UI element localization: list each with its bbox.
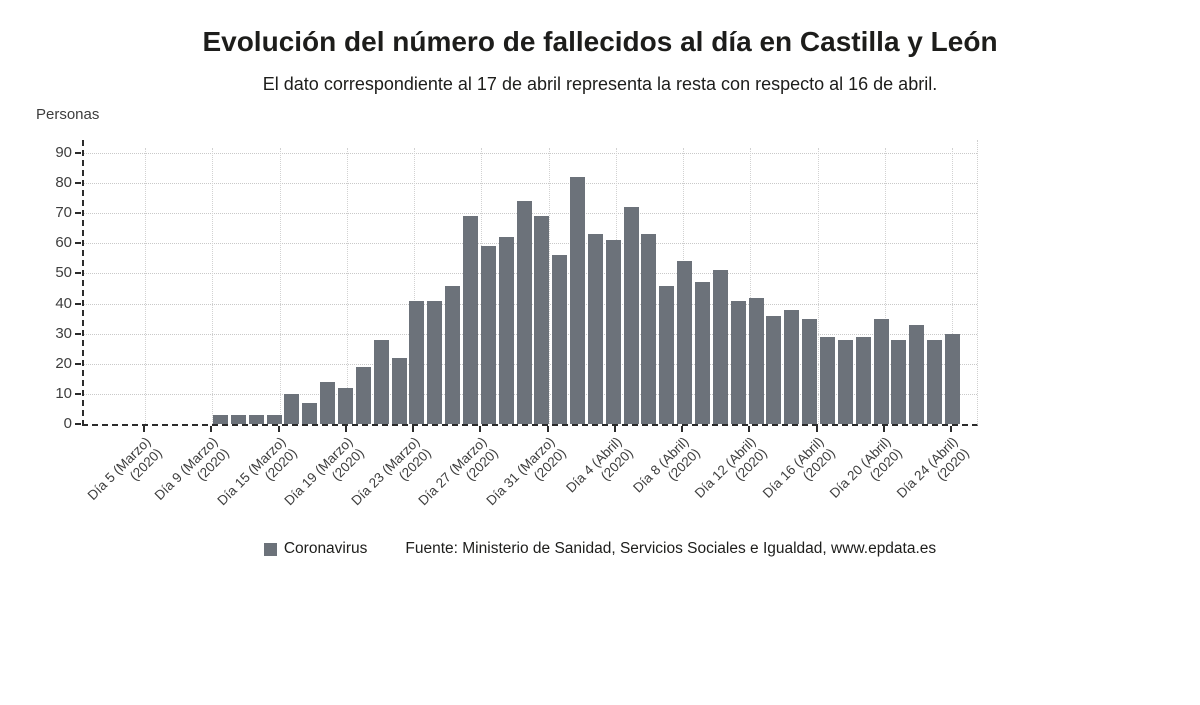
v-gridline: [414, 148, 415, 424]
x-tick-mark: [479, 426, 482, 432]
y-tick-label: 40: [55, 294, 72, 312]
v-gridline: [750, 148, 752, 424]
bar: [748, 297, 764, 424]
legend-row: Coronavirus Fuente: Ministerio de Sanida…: [0, 540, 1200, 558]
bar: [784, 309, 800, 424]
bar: [623, 207, 639, 424]
bar: [337, 387, 353, 424]
y-tick-mark: [75, 332, 81, 335]
y-tick-label: 10: [55, 384, 72, 402]
x-tick-mark: [681, 426, 683, 432]
y-tick-label: 90: [55, 144, 72, 161]
x-tick-mark: [412, 426, 414, 432]
bar: [605, 240, 621, 424]
x-tick-mark: [748, 426, 751, 432]
y-tick-mark: [75, 182, 81, 185]
bar: [641, 234, 657, 424]
legend-swatch-icon: [263, 542, 277, 556]
v-gridline: [952, 148, 953, 424]
bar: [391, 357, 407, 424]
x-tick-mark: [210, 426, 213, 432]
legend-item-coronavirus: Coronavirus: [263, 540, 368, 558]
y-tick-label: 30: [55, 324, 72, 342]
y-tick-label: 20: [55, 354, 72, 372]
v-gridline: [884, 148, 886, 424]
v-gridline: [279, 148, 281, 424]
bar: [230, 414, 246, 424]
chart-title: Evolución del número de fallecidos al dí…: [202, 26, 998, 57]
h-gridline: [84, 183, 977, 185]
bar: [534, 216, 550, 424]
bar: [213, 414, 228, 424]
x-tick-mark: [277, 426, 280, 432]
bar: [355, 366, 371, 424]
v-gridline: [212, 148, 214, 424]
x-tick-mark: [546, 426, 549, 432]
v-gridline: [817, 148, 819, 424]
bar: [570, 177, 586, 424]
chart-subtitle: El dato correspondiente al 17 de abril r…: [262, 74, 938, 94]
h-gridline: [84, 153, 977, 154]
bar: [802, 318, 818, 424]
y-tick-mark: [75, 152, 81, 154]
bar: [909, 324, 925, 424]
bar: [820, 336, 835, 424]
bar: [427, 300, 443, 424]
y-tick-mark: [75, 423, 81, 425]
bar: [873, 318, 889, 424]
bar: [677, 261, 693, 424]
bar: [944, 333, 960, 424]
y-tick-label: 0: [63, 415, 72, 432]
bar: [480, 246, 496, 424]
bar: [409, 300, 425, 424]
v-gridline: [346, 148, 348, 424]
bar: [891, 339, 907, 424]
bar: [445, 285, 461, 424]
x-tick-mark: [815, 426, 818, 432]
x-tick-mark: [143, 426, 145, 432]
y-tick-mark: [75, 242, 81, 245]
bar: [855, 336, 871, 424]
bar: [302, 402, 318, 424]
bar: [587, 234, 603, 424]
bar: [373, 339, 389, 424]
bar: [712, 270, 728, 424]
y-axis-title: Personas: [36, 106, 100, 123]
x-tick-mark: [613, 426, 616, 432]
y-tick-mark: [75, 302, 81, 305]
y-tick-mark: [75, 392, 81, 395]
x-tick-mark: [950, 426, 952, 432]
bar: [320, 381, 336, 424]
bar: [266, 414, 282, 424]
y-tick-label: 70: [55, 204, 72, 222]
bar: [248, 414, 264, 424]
bar: [766, 315, 782, 424]
bar: [552, 255, 568, 424]
v-gridline: [145, 148, 146, 424]
plot-area: [82, 140, 978, 426]
legend-label: Coronavirus: [283, 540, 368, 557]
y-tick-mark: [75, 362, 81, 365]
y-tick-mark: [75, 272, 81, 275]
x-tick-mark: [882, 426, 885, 432]
source-text: Fuente: Ministerio de Sanidad, Servicios…: [405, 540, 937, 557]
bar: [659, 285, 675, 424]
bar: [284, 393, 300, 424]
bar: [462, 216, 478, 424]
bar: [927, 339, 943, 424]
bar: [516, 201, 532, 424]
bar: [695, 282, 711, 424]
y-tick-label: 50: [55, 264, 72, 282]
bar: [730, 300, 746, 424]
x-tick-mark: [344, 426, 347, 432]
bar: [837, 339, 853, 424]
bar: [498, 237, 514, 424]
y-tick-label: 80: [55, 174, 72, 192]
y-tick-mark: [75, 212, 81, 215]
y-tick-label: 60: [55, 234, 72, 252]
